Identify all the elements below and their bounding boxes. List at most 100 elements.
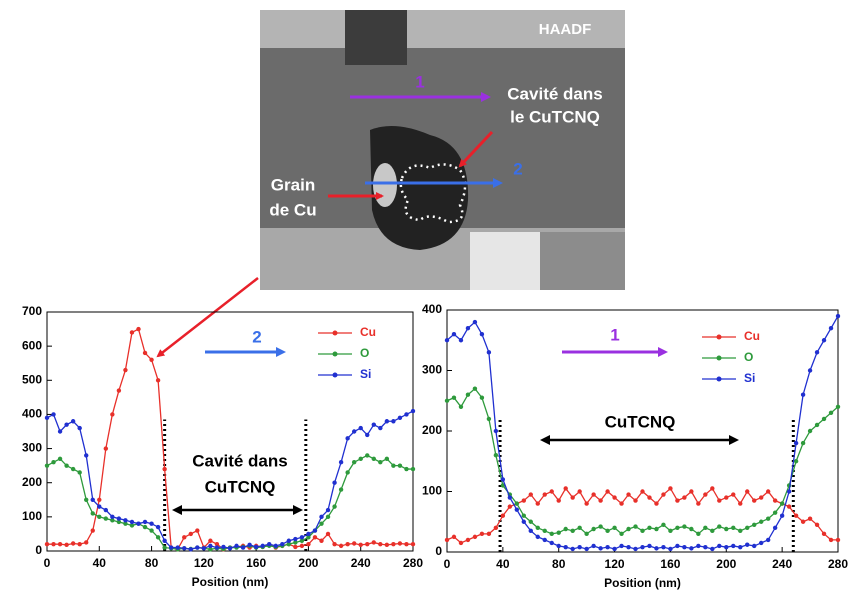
data-point bbox=[247, 542, 252, 548]
data-point bbox=[654, 546, 659, 551]
data-point bbox=[563, 544, 568, 550]
data-point bbox=[668, 528, 673, 534]
data-point bbox=[745, 542, 750, 547]
data-point bbox=[84, 540, 89, 545]
y-tick-label: 300 bbox=[422, 363, 442, 377]
series-line bbox=[446, 487, 838, 544]
data-point bbox=[807, 368, 813, 373]
data-point bbox=[528, 492, 533, 497]
data-point bbox=[51, 541, 56, 547]
data-point bbox=[293, 540, 298, 545]
data-point bbox=[500, 483, 506, 488]
data-point bbox=[273, 543, 278, 549]
data-point bbox=[371, 540, 376, 545]
data-point bbox=[647, 543, 652, 549]
data-point bbox=[577, 544, 582, 550]
data-point bbox=[710, 546, 715, 552]
data-point bbox=[345, 541, 350, 547]
data-point bbox=[619, 531, 624, 537]
data-point bbox=[738, 544, 743, 550]
data-point bbox=[486, 350, 492, 355]
legend-label: Cu bbox=[360, 325, 376, 339]
data-point bbox=[103, 507, 109, 513]
data-point bbox=[70, 466, 76, 472]
data-point bbox=[155, 535, 161, 540]
data-point bbox=[57, 429, 63, 434]
data-point bbox=[214, 541, 220, 547]
data-point bbox=[299, 543, 305, 549]
data-point bbox=[535, 525, 540, 530]
y-tick-label: 500 bbox=[22, 372, 42, 386]
data-point bbox=[129, 330, 135, 335]
data-point bbox=[116, 519, 122, 525]
data-point bbox=[745, 489, 750, 494]
data-point bbox=[654, 526, 659, 532]
data-point bbox=[535, 534, 540, 540]
data-point bbox=[458, 540, 464, 546]
data-point bbox=[332, 480, 337, 485]
data-point bbox=[332, 504, 337, 509]
data-point bbox=[358, 425, 363, 431]
data-point bbox=[384, 456, 390, 462]
y-tick-label: 700 bbox=[22, 304, 42, 318]
data-point bbox=[647, 525, 652, 530]
data-point bbox=[391, 463, 396, 468]
data-point bbox=[577, 525, 582, 530]
data-point bbox=[514, 507, 520, 512]
plot-frame bbox=[46, 311, 414, 552]
data-point bbox=[116, 388, 122, 393]
data-point bbox=[647, 495, 652, 500]
data-point bbox=[570, 495, 575, 500]
data-point bbox=[195, 545, 200, 550]
data-point bbox=[465, 325, 471, 331]
data-point bbox=[306, 535, 311, 540]
y-tick-label: 600 bbox=[22, 338, 42, 352]
data-point bbox=[542, 492, 547, 497]
data-point bbox=[821, 531, 827, 537]
data-point bbox=[605, 544, 610, 550]
legend-label: Si bbox=[360, 367, 371, 381]
data-point bbox=[378, 541, 383, 547]
data-point bbox=[779, 513, 785, 518]
data-point bbox=[479, 395, 485, 400]
data-point bbox=[70, 419, 76, 424]
data-point bbox=[221, 544, 226, 550]
data-point bbox=[591, 543, 596, 549]
data-point bbox=[542, 528, 547, 534]
data-point bbox=[584, 531, 589, 537]
data-point bbox=[633, 524, 638, 529]
data-point bbox=[682, 544, 687, 550]
data-point bbox=[162, 466, 167, 472]
data-point bbox=[703, 525, 708, 530]
data-point bbox=[605, 489, 610, 494]
data-point bbox=[640, 489, 645, 494]
haadf-image: HAADF 1 Cavité dans le CuTCNQ 2 Grain de… bbox=[156, 10, 625, 358]
data-point bbox=[821, 338, 827, 343]
data-point bbox=[486, 531, 492, 537]
data-point bbox=[738, 501, 743, 506]
data-point bbox=[345, 470, 350, 475]
data-point bbox=[640, 544, 645, 550]
x-tick-label: 40 bbox=[496, 557, 510, 571]
data-point bbox=[325, 531, 331, 537]
data-point bbox=[64, 422, 69, 427]
data-point bbox=[84, 453, 89, 458]
data-point bbox=[162, 538, 167, 543]
data-point bbox=[654, 501, 659, 506]
data-point bbox=[319, 521, 324, 526]
x-tick-label: 200 bbox=[716, 557, 736, 571]
data-point bbox=[227, 546, 233, 551]
x-tick-label: 160 bbox=[246, 556, 266, 570]
data-point bbox=[689, 489, 694, 494]
data-point bbox=[731, 543, 736, 549]
data-point bbox=[378, 425, 383, 431]
data-point bbox=[661, 544, 666, 550]
data-point bbox=[208, 543, 213, 549]
data-point bbox=[123, 521, 128, 526]
data-point bbox=[661, 522, 666, 527]
data-point bbox=[155, 524, 161, 530]
data-point bbox=[404, 412, 409, 417]
data-point bbox=[208, 547, 213, 552]
data-point bbox=[129, 523, 135, 528]
data-point bbox=[472, 534, 478, 540]
